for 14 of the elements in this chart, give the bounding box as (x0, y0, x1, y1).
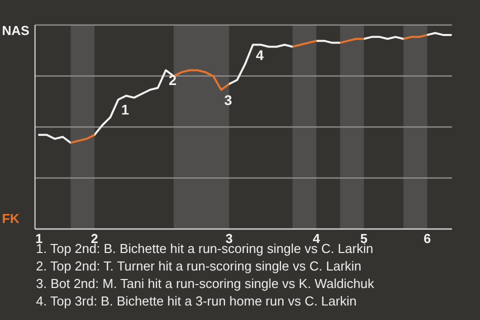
text: NAS (2, 23, 30, 38)
annotation: 4 (256, 46, 264, 63)
annotation: 2 (168, 72, 177, 88)
x-tick-label: 6 (424, 231, 431, 246)
annotation: 3 (224, 92, 232, 108)
text: 4. Top 3rd: B. Bichette hit a 3-run home run vs C. Larkin (36, 294, 357, 308)
x-tick-label: 4 (312, 231, 321, 246)
text: 3. Bot 2nd: M. Tani hit a run-scoring single vs K. Waldichuk (36, 276, 375, 291)
x-tick-label: 3 (226, 231, 233, 246)
x-tick-label: 2 (90, 231, 98, 246)
annotation: 1 (121, 102, 130, 118)
text: FK (2, 211, 20, 226)
x-tick-label: 5 (360, 231, 368, 246)
text: 2. Top 2nd: T. Turner hit a run-scoring single vs C. Larkin (36, 258, 362, 274)
